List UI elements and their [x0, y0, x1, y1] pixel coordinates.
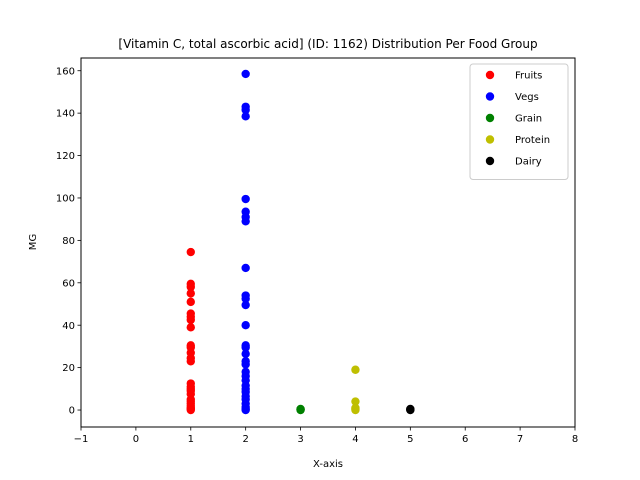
x-tick-label-5: 4 [352, 434, 358, 445]
data-point-protein-4 [351, 405, 360, 415]
data-point-vegs-3 [241, 112, 250, 121]
data-point-vegs-4 [241, 194, 250, 204]
y-tick-label-6: 120 [56, 151, 75, 162]
legend-marker-protein [485, 135, 495, 144]
legend-label-dairy: Dairy [515, 157, 542, 168]
data-point-vegs-12 [241, 321, 250, 330]
chart-title: [Vitamin C, total ascorbic acid] (ID: 11… [118, 37, 537, 51]
data-point-vegs-15 [241, 349, 250, 359]
legend-label-vegs: Vegs [515, 92, 539, 103]
x-tick-label-9: 8 [572, 434, 578, 445]
x-axis-ticks: −1 0 1 2 3 4 5 6 7 8 [74, 427, 578, 445]
y-tick-label-5: 100 [56, 194, 75, 205]
data-point-fruits-4 [186, 297, 195, 307]
data-points [186, 69, 415, 415]
x-tick-label-2: 1 [188, 434, 194, 445]
x-tick-label-8: 7 [517, 434, 523, 445]
y-axis-label: MG [28, 234, 39, 250]
plot-frame [80, 57, 576, 428]
y-axis-ticks: 0 20 40 60 80 100 120 140 160 [56, 66, 81, 417]
data-point-fruits-2 [186, 282, 195, 292]
data-point-vegs-2 [241, 105, 250, 115]
legend-marker-grain [485, 113, 495, 123]
x-tick-label-3: 2 [242, 434, 248, 445]
y-tick-label-1: 20 [62, 363, 75, 374]
y-tick-label-3: 60 [62, 278, 75, 289]
y-tick-label-7: 140 [56, 109, 75, 120]
legend-box [469, 63, 569, 180]
x-axis-label: X-axis [313, 459, 343, 470]
legend-label-protein: Protein [515, 135, 550, 146]
data-point-protein-0 [351, 365, 360, 374]
data-point-dairy-2 [406, 405, 415, 415]
legend-label-grain: Grain [515, 114, 542, 125]
legend-marker-fruits [485, 70, 495, 80]
x-tick-label-0: −1 [74, 434, 89, 445]
data-point-vegs-7 [241, 217, 250, 226]
legend-label-fruits: Fruits [515, 71, 542, 82]
data-point-vegs-10 [241, 294, 250, 303]
data-point-vegs-14 [241, 343, 250, 352]
data-point-fruits-25 [186, 405, 195, 415]
data-point-vegs-11 [241, 300, 250, 310]
data-point-fruits-7 [186, 315, 195, 325]
legend: Fruits Vegs Grain Protein Dairy [469, 63, 569, 180]
x-tick-label-1: 0 [133, 434, 139, 445]
data-point-protein-1 [351, 397, 360, 406]
y-tick-label-2: 40 [62, 321, 75, 332]
data-point-vegs-8 [241, 263, 250, 273]
data-point-fruits-0 [186, 247, 195, 257]
y-tick-label-0: 0 [69, 406, 75, 417]
data-point-grain-2 [296, 405, 305, 415]
x-tick-label-4: 3 [297, 434, 303, 445]
data-point-fruits-13 [186, 357, 195, 366]
legend-marker-dairy [485, 156, 495, 166]
y-tick-label-8: 160 [56, 66, 75, 77]
legend-marker-vegs [485, 92, 495, 101]
data-point-fruits-8 [186, 323, 195, 332]
data-point-vegs-29 [241, 405, 250, 415]
data-point-vegs-17 [241, 360, 250, 369]
y-tick-label-4: 80 [62, 236, 75, 247]
x-tick-label-7: 6 [462, 434, 468, 445]
data-point-vegs-0 [241, 69, 250, 79]
x-tick-label-6: 5 [407, 434, 413, 445]
data-point-fruits-3 [186, 289, 195, 298]
